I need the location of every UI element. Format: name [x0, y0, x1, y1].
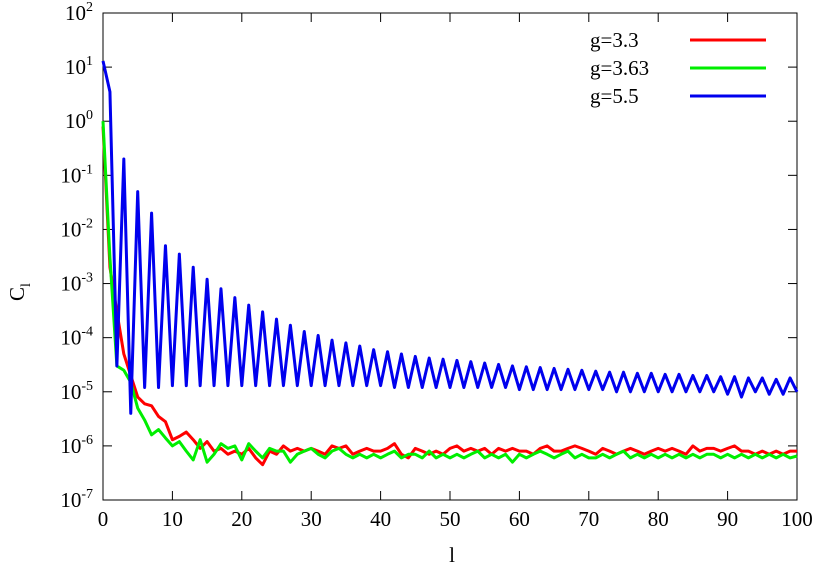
plot-frame [102, 12, 798, 501]
x-tick-label: 0 [98, 507, 109, 531]
x-tick-label: 80 [648, 507, 669, 531]
y-tick-label: 101 [65, 54, 93, 79]
y-tick-base: 10 [60, 163, 81, 187]
x-tick-label: 50 [440, 507, 461, 531]
y-tick-label: 10-2 [60, 216, 93, 241]
y-tick-base: 10 [65, 109, 86, 133]
y-tick-label: 10-4 [60, 325, 93, 350]
legend-label: g=3.3 [590, 28, 639, 52]
y-axis-label: Cl [5, 283, 34, 301]
y-tick-label: 10-5 [60, 379, 93, 404]
y-tick-label: 10-3 [60, 271, 93, 296]
y-tick-exponent: -3 [81, 271, 93, 286]
x-tick-label: 10 [162, 507, 183, 531]
y-tick-label: 10-1 [60, 162, 93, 187]
y-tick-base: 10 [60, 488, 81, 512]
y-tick-label: 10-6 [60, 433, 93, 458]
y-tick-exponent: -4 [81, 325, 93, 340]
x-tick-label: 60 [509, 507, 530, 531]
y-axis-label-main: C [5, 287, 29, 301]
y-tick-base: 10 [65, 1, 86, 25]
x-tick-label: 100 [781, 507, 813, 531]
x-tick-label: 90 [717, 507, 738, 531]
y-tick-exponent: 0 [86, 108, 93, 123]
y-tick-base: 10 [60, 380, 81, 404]
y-tick-base: 10 [60, 217, 81, 241]
y-tick-base: 10 [60, 272, 81, 296]
legend-label: g=3.63 [590, 56, 649, 80]
y-axis-label-sub: l [19, 283, 34, 287]
y-tick-exponent: -5 [81, 379, 93, 394]
legend-label: g=5.5 [590, 84, 639, 108]
x-axis-label: l [449, 543, 455, 567]
y-tick-exponent: -1 [81, 162, 93, 177]
x-tick-label: 20 [231, 507, 252, 531]
y-tick-base: 10 [60, 326, 81, 350]
y-tick-base: 10 [65, 55, 86, 79]
y-tick-exponent: -6 [81, 433, 93, 448]
x-tick-label: 30 [301, 507, 322, 531]
y-tick-base: 10 [60, 434, 81, 458]
series-line [101, 121, 798, 464]
y-tick-label: 10-7 [60, 487, 93, 512]
y-tick-exponent: -2 [81, 216, 93, 231]
y-tick-exponent: 2 [86, 0, 93, 15]
y-tick-exponent: -7 [81, 487, 93, 502]
x-tick-label: 40 [370, 507, 391, 531]
y-tick-exponent: 1 [86, 54, 93, 69]
x-tick-label: 70 [578, 507, 599, 531]
y-tick-label: 100 [65, 108, 93, 133]
series-line [101, 60, 799, 415]
y-tick-label: 102 [65, 0, 93, 25]
